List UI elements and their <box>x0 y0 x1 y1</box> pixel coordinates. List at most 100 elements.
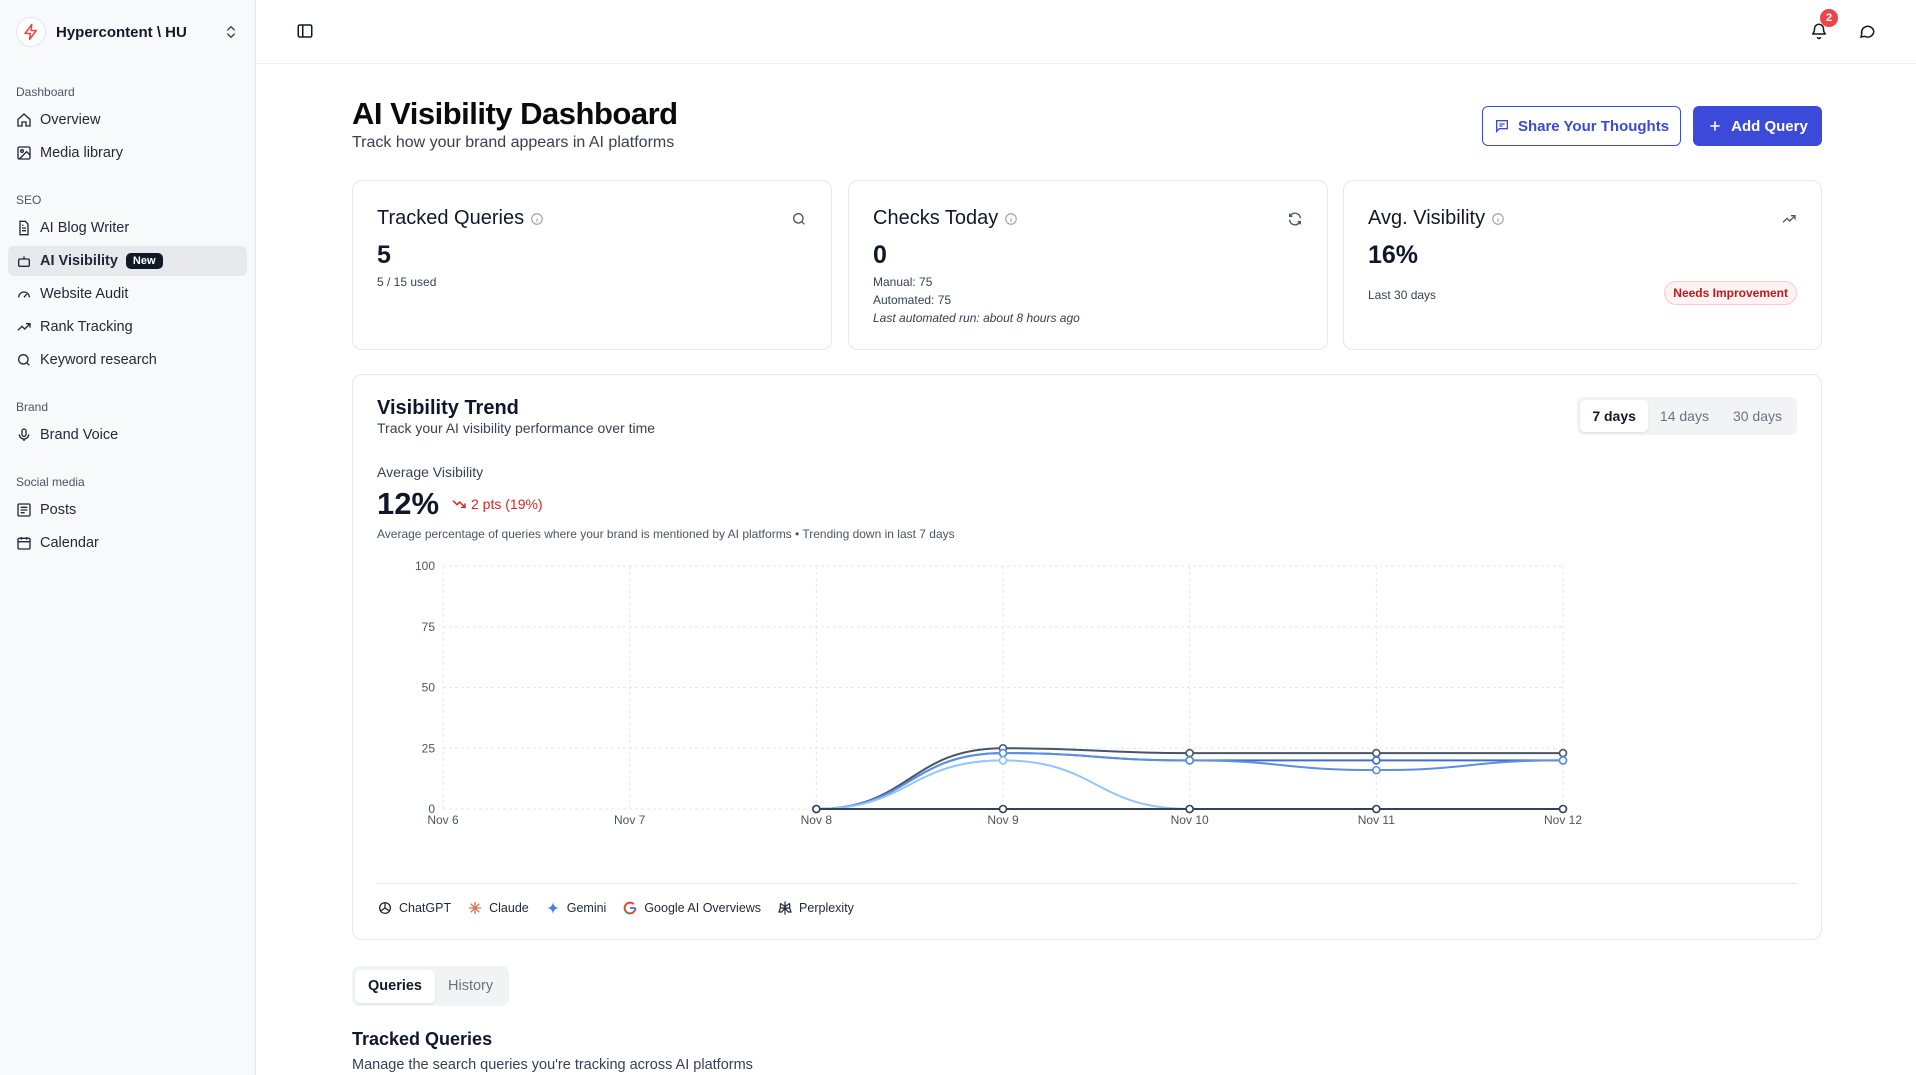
workspace-name: Hypercontent \ HU <box>56 23 187 41</box>
legend-item-chatgpt[interactable]: ChatGPT <box>377 900 451 916</box>
sidebar-item-label: Keyword research <box>40 352 157 368</box>
checks-manual: Manual: 75 <box>873 275 933 289</box>
sidebar-item-label: Calendar <box>40 535 99 551</box>
sidebar-item-label: AI Visibility <box>40 253 118 269</box>
sidebar-item-rank-tracking[interactable]: Rank Tracking <box>8 312 247 342</box>
range-30-days[interactable]: 30 days <box>1732 408 1782 424</box>
sidebar-item-ai-visibility[interactable]: AI Visibility New <box>8 246 247 276</box>
bell-icon[interactable] <box>1810 22 1828 40</box>
legend-label: Claude <box>489 901 529 915</box>
message-icon[interactable] <box>1858 22 1876 40</box>
sidebar-item-label: Posts <box>40 502 77 518</box>
x-tick-label: Nov 10 <box>1171 813 1209 827</box>
sidebar-item-label: Brand Voice <box>40 427 119 443</box>
avg-visibility-big-value: 12% <box>377 486 440 521</box>
info-icon[interactable] <box>1491 212 1505 226</box>
legend-label: Google AI Overviews <box>644 901 762 915</box>
workspace-switcher[interactable]: Hypercontent \ HU <box>0 0 255 64</box>
checks-last-run: Last automated run: about 8 hours ago <box>873 311 1080 325</box>
visibility-trend-card: Visibility Trend Track your AI visibilit… <box>352 374 1822 940</box>
nav-section-seo: SEO <box>16 193 42 207</box>
legend-divider <box>377 883 1797 884</box>
trend-up-icon <box>1782 215 1796 223</box>
image-icon <box>17 146 31 160</box>
sidebar-item-posts[interactable]: Posts <box>8 495 247 525</box>
legend-item-claude[interactable]: Claude <box>467 900 529 916</box>
gauge-icon <box>18 291 30 298</box>
share-thoughts-label: Share Your Thoughts <box>1517 117 1670 135</box>
feedback-icon <box>1495 120 1508 133</box>
sidebar-item-brand-voice[interactable]: Brand Voice <box>8 420 247 450</box>
series-point-4 <box>812 804 821 814</box>
workspace-logo <box>16 17 46 47</box>
trend-title: Visibility Trend <box>377 397 519 419</box>
legend-item-google-ai-overviews[interactable]: Google AI Overviews <box>622 900 761 916</box>
tracked-queries-card: Tracked Queries 5 5 / 15 used <box>352 180 832 350</box>
series-point-0 <box>1185 748 1194 758</box>
trend-up-icon <box>17 323 31 331</box>
tracked-queries-title: Tracked Queries <box>377 207 544 230</box>
card-title-text: Avg. Visibility <box>1368 207 1486 229</box>
sidebar-item-media-library[interactable]: Media library <box>8 138 247 168</box>
sidebar-nav: Dashboard Overview Media library SEO AI … <box>0 82 255 558</box>
series-point-2 <box>1185 756 1194 765</box>
sidebar-item-label: Media library <box>40 145 123 161</box>
avg-visibility-value: 16% <box>1368 241 1419 269</box>
tab-queries[interactable]: Queries <box>355 969 435 1003</box>
x-tick-label: Nov 8 <box>801 813 833 827</box>
sidebar-toggle-icon[interactable] <box>296 22 314 40</box>
range-7-days[interactable]: 7 days <box>1580 400 1648 432</box>
tab-history[interactable]: History <box>448 978 494 994</box>
x-tick-label: Nov 7 <box>614 813 646 827</box>
sidebar-item-overview[interactable]: Overview <box>8 105 247 135</box>
y-tick-label: 25 <box>422 741 436 755</box>
x-tick-label: Nov 12 <box>1544 813 1582 827</box>
post-icon <box>17 503 31 517</box>
range-14-days[interactable]: 14 days <box>1659 408 1709 424</box>
sidebar-item-keyword-research[interactable]: Keyword research <box>8 345 247 375</box>
range-selector: 7 days 14 days 30 days <box>1577 397 1797 435</box>
sidebar-item-calendar[interactable]: Calendar <box>8 528 247 558</box>
avg-visibility-detail: Last 30 days <box>1368 288 1437 302</box>
checks-today-card: Checks Today 0 Manual: 75 Automated: 75 … <box>848 180 1328 350</box>
queries-history-tabs: Queries History <box>352 966 510 1006</box>
info-icon[interactable] <box>1004 212 1018 226</box>
home-icon <box>17 113 31 127</box>
avg-change-text: 2 pts (19%) <box>471 496 543 512</box>
series-point-3 <box>998 756 1008 765</box>
sidebar-item-website-audit[interactable]: Website Audit <box>8 279 247 309</box>
avg-visibility-title: Avg. Visibility <box>1368 207 1505 230</box>
card-title-text: Tracked Queries <box>377 207 525 229</box>
tracked-queries-section-title: Tracked Queries <box>352 1029 493 1049</box>
search-icon <box>18 354 30 366</box>
claude-icon <box>469 902 482 914</box>
checks-today-title: Checks Today <box>873 207 1018 230</box>
calendar-icon <box>17 537 31 550</box>
series-point-2 <box>1558 756 1568 765</box>
refresh-icon[interactable] <box>1287 211 1303 227</box>
y-tick-label: 75 <box>422 620 436 634</box>
info-icon[interactable] <box>530 212 544 226</box>
series-point-2 <box>998 748 1008 758</box>
series-point-0 <box>1372 748 1381 758</box>
x-tick-label: Nov 6 <box>427 813 459 827</box>
sidebar: Hypercontent \ HU Dashboard Overview Med… <box>0 0 256 1075</box>
trend-down-icon <box>452 500 466 509</box>
legend-item-perplexity[interactable]: Perplexity <box>777 900 854 916</box>
notification-count-badge: 2 <box>1820 9 1838 27</box>
sidebar-item-label: AI Blog Writer <box>40 220 130 236</box>
share-thoughts-button[interactable]: Share Your Thoughts <box>1482 106 1681 146</box>
legend-label: Gemini <box>566 901 607 915</box>
mic-icon <box>18 428 30 441</box>
legend-label: ChatGPT <box>399 901 452 915</box>
y-tick-label: 50 <box>422 681 436 695</box>
sidebar-item-ai-blog-writer[interactable]: AI Blog Writer <box>8 213 247 243</box>
tracked-queries-detail: 5 / 15 used <box>377 275 437 289</box>
series-point-4 <box>1558 804 1568 814</box>
nav-section-social-media: Social media <box>16 475 85 489</box>
add-query-button[interactable]: Add Query <box>1693 106 1822 146</box>
legend-item-gemini[interactable]: Gemini <box>545 900 607 916</box>
avg-visibility-card: Avg. Visibility 16% Last 30 days Needs I… <box>1343 180 1822 350</box>
perplexity-icon <box>778 901 792 915</box>
series-point-0 <box>1558 748 1568 758</box>
